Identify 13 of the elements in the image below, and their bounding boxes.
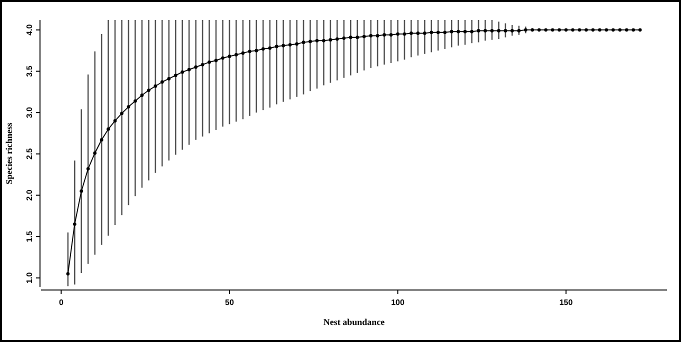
y-tick-label: 1.0 [25, 272, 34, 284]
y-tick-label: 2.5 [25, 148, 34, 160]
x-tick-label: 150 [559, 298, 574, 307]
y-tick-label: 4.0 [25, 24, 34, 36]
y-tick-label: 3.5 [25, 65, 34, 77]
x-tick-label: 0 [58, 298, 64, 307]
y-tick-label: 1.5 [25, 230, 34, 242]
x-tick-label: 50 [225, 298, 234, 307]
x-axis-title: Nest abundance [323, 317, 385, 327]
y-axis-title: Species richness [4, 122, 14, 184]
x-tick-label: 100 [391, 298, 405, 307]
y-tick-label: 3.0 [25, 106, 34, 118]
y-tick-label: 2.0 [25, 189, 34, 201]
